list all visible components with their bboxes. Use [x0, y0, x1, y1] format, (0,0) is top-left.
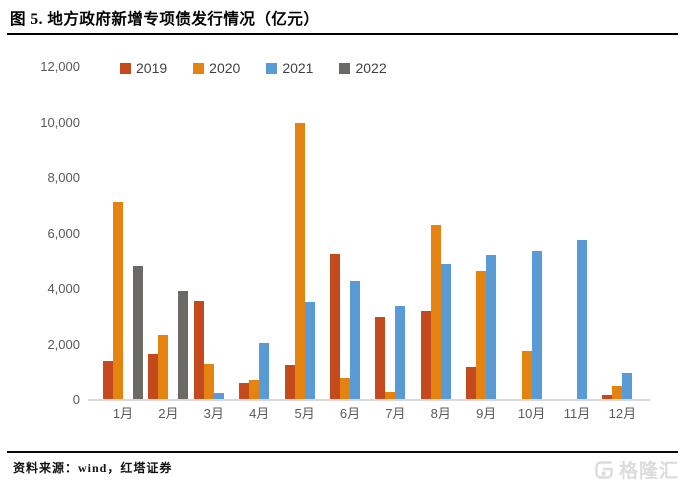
bar-2021-6月: [350, 281, 360, 400]
bar-2020-10月: [521, 351, 532, 400]
x-axis-tick-label: 11月: [563, 406, 591, 421]
legend-label-2019: 2019: [136, 60, 168, 76]
bar-2020-2月: [158, 335, 169, 400]
bar-2019-7月: [375, 317, 386, 400]
bar-2020-6月: [340, 378, 350, 400]
bar-2021-11月: [577, 240, 587, 400]
legend-item-2019: 2019: [120, 60, 167, 76]
x-axis-tick-label: 2月: [158, 406, 179, 421]
y-axis-tick-label: 12,000: [40, 59, 80, 74]
bar-2019-12月: [602, 395, 613, 400]
bar-2022-2月: [178, 291, 189, 400]
legend-label-2021: 2021: [282, 60, 314, 76]
bar-2019-8月: [420, 311, 431, 400]
figure-title: 图 5. 地方政府新增专项债发行情况（亿元）: [10, 11, 320, 28]
title-divider: [7, 33, 678, 35]
bar-2019-9月: [466, 367, 477, 400]
x-axis-tick-label: 3月: [203, 406, 224, 421]
bar-2020-3月: [203, 364, 214, 400]
watermark-text: 格隆汇: [618, 461, 679, 482]
gelonghui-g-icon: [595, 460, 613, 479]
bar-2019-5月: [284, 365, 295, 400]
bar-2020-12月: [612, 386, 623, 400]
bar-2019-4月: [239, 383, 250, 400]
chart-legend: 2019 2020 2021 2022: [120, 60, 387, 76]
y-axis-tick-label: 0: [72, 392, 80, 407]
legend-swatch-2022: [339, 62, 351, 74]
bar-2020-7月: [385, 392, 396, 400]
y-axis-tick-label: 8,000: [47, 170, 80, 185]
source-note: 资料来源：wind，红塔证券: [13, 461, 173, 475]
y-axis-tick-label: 4,000: [47, 281, 80, 296]
legend-item-2022: 2022: [339, 60, 387, 76]
x-axis-tick-label: 10月: [517, 406, 546, 421]
legend-label-2022: 2022: [355, 60, 387, 76]
bar-2020-4月: [249, 380, 260, 400]
y-axis-tick-label: 10,000: [40, 114, 80, 130]
bar-2021-4月: [259, 343, 270, 400]
x-axis-tick-label: 7月: [385, 406, 406, 421]
legend-label-2020: 2020: [209, 60, 241, 76]
bar-2021-12月: [622, 373, 633, 400]
x-axis-tick-label: 5月: [294, 406, 315, 421]
x-axis-tick-label: 9月: [476, 406, 497, 421]
bar-2021-9月: [486, 255, 497, 400]
bar-2020-9月: [476, 271, 487, 400]
bar-2020-1月: [113, 202, 123, 400]
bar-2021-8月: [440, 264, 451, 400]
x-axis-tick-label: 1月: [112, 406, 134, 421]
footer-divider: [7, 451, 678, 453]
y-axis-tick-label: 2,000: [47, 336, 80, 352]
bar-2019-6月: [330, 254, 340, 400]
y-axis-tick-label: 6,000: [47, 225, 80, 241]
bar-2020-8月: [430, 225, 441, 400]
bar-2021-5月: [304, 302, 315, 400]
legend-swatch-2020: [193, 62, 205, 74]
legend-swatch-2021: [266, 62, 278, 74]
x-axis-tick-label: 4月: [249, 406, 270, 421]
x-axis-tick-label: 6月: [339, 406, 361, 421]
legend-item-2021: 2021: [266, 60, 313, 76]
bar-2021-3月: [213, 393, 224, 400]
bar-2019-1月: [103, 361, 113, 400]
bar-2021-7月: [395, 306, 406, 400]
bar-2022-1月: [133, 266, 143, 400]
bar-2021-10月: [531, 251, 542, 400]
x-axis-line: [88, 399, 650, 401]
legend-swatch-2019: [120, 62, 131, 74]
bar-2019-2月: [148, 354, 159, 400]
bar-2019-3月: [193, 301, 204, 400]
x-axis-tick-label: 8月: [430, 406, 451, 421]
legend-item-2020: 2020: [193, 60, 240, 76]
x-axis-tick-label: 12月: [608, 406, 637, 421]
bar-2020-5月: [294, 123, 305, 400]
gelonghui-watermark: 格隆汇: [592, 456, 679, 483]
